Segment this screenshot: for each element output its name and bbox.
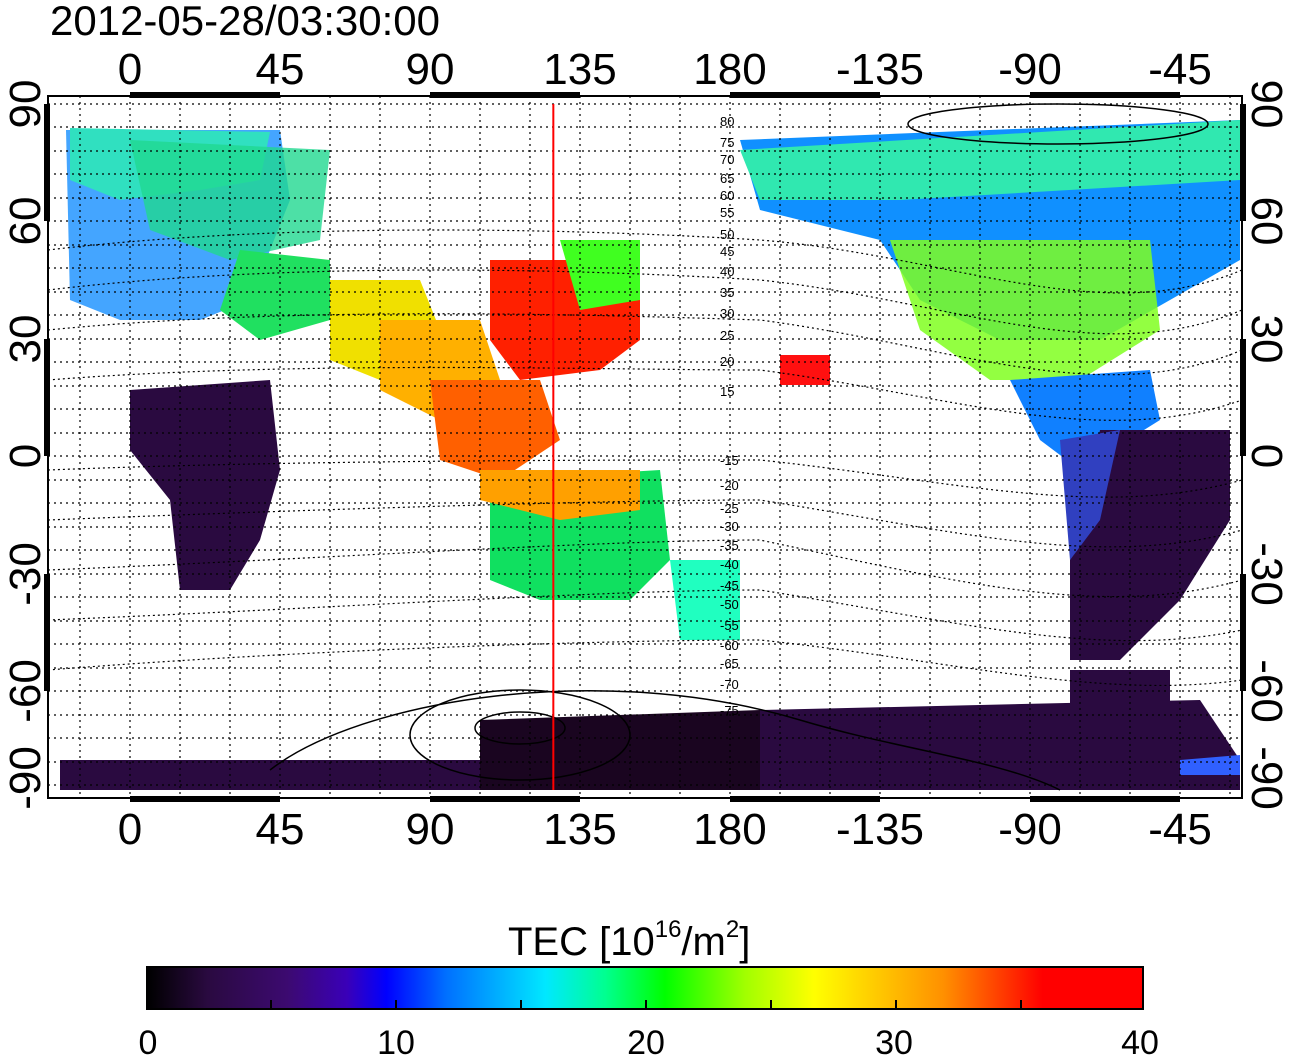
lat-tick-left: 90: [1, 79, 50, 129]
tec-patch-antarctic-south-america: [1070, 670, 1170, 710]
lat-tick-left: 60: [1, 196, 50, 246]
contour-label: 60: [720, 188, 734, 203]
contour-label: 35: [720, 285, 734, 300]
colorbar-label-prefix: TEC [10: [508, 920, 655, 964]
lon-tick-bottom: 135: [543, 805, 617, 854]
lon-tick-bottom: -45: [1148, 805, 1212, 854]
lat-tick-right: 30: [1242, 314, 1291, 364]
colorbar-label-unit: /m: [681, 920, 726, 964]
contour-labels: 80 75 70 65 60 55 50 45 40 35 30 25 20 15 -15 -20 -25 -30…: [720, 114, 739, 718]
tec-patch-mideast: [220, 250, 330, 340]
colorbar-tick: 40: [1121, 1024, 1159, 1062]
contour-label: 65: [720, 171, 734, 186]
contour-label: 40: [720, 264, 734, 279]
colorbar-tick: 0: [138, 1024, 158, 1062]
lat-tick-left: -30: [1, 542, 50, 606]
tec-patch-na-north: [740, 120, 1240, 200]
lon-tick-bottom: 90: [405, 805, 455, 854]
lat-tick-right: 0: [1242, 443, 1291, 469]
colorbar-minor-tick: [895, 1000, 897, 1010]
lon-tick-top: 135: [543, 45, 617, 94]
magnetic-pole-contours: [269, 103, 1209, 791]
contour-label: -65: [720, 656, 739, 671]
colorbar-label: TEC [1016/m2]: [508, 906, 750, 966]
lat-tick-left: -60: [1, 659, 50, 723]
contour-label: 50: [720, 227, 734, 242]
contour-label: -70: [720, 677, 739, 692]
tec-patch-se-asia: [430, 380, 560, 480]
contour-label: 55: [720, 205, 734, 220]
contour-label: 75: [720, 135, 734, 150]
colorbar-tick: 30: [875, 1024, 913, 1062]
colorbar-label-suffix: ]: [739, 920, 751, 964]
lon-tick-bottom: 45: [255, 805, 305, 854]
colorbar-label-exponent: 16: [654, 916, 682, 943]
colorbar-minor-tick: [520, 1000, 522, 1010]
lat-tick-left: 0: [1, 443, 50, 469]
tec-patch-pacific-red: [780, 355, 830, 385]
tec-patch-africa: [130, 380, 280, 590]
contour-label: -25: [720, 501, 739, 516]
frame-tick-bars: [44, 92, 1246, 802]
lon-tick-bottom: 0: [117, 805, 143, 854]
lat-tick-right: -60: [1242, 659, 1291, 723]
lat-tick-right: -30: [1242, 542, 1291, 606]
contour-label: 45: [720, 244, 734, 259]
contour-label: 30: [720, 306, 734, 321]
tec-patch-australia-north: [480, 470, 640, 520]
colorbar-minor-tick: [1020, 1000, 1022, 1010]
tec-patch-na-mid: [890, 240, 1160, 380]
colorbar-minor-tick: [770, 1000, 772, 1010]
contour-label: -15: [720, 453, 739, 468]
lon-tick-top: 90: [405, 45, 455, 94]
lon-tick-top: 45: [255, 45, 305, 94]
colorbar-tick: 20: [627, 1024, 665, 1062]
lat-tick-left: 30: [1, 314, 50, 364]
contour-label: -45: [720, 578, 739, 593]
contour-label: -50: [720, 597, 739, 612]
contour-label: 20: [720, 354, 734, 369]
contour-label: -20: [720, 478, 739, 493]
lon-tick-top: -90: [998, 45, 1062, 94]
colorbar-minor-tick: [645, 1000, 647, 1010]
graticule: [48, 96, 1242, 798]
timestamp-title: 2012-05-28/03:30:00: [50, 0, 440, 44]
tec-patch-new-zealand: [670, 560, 740, 640]
lon-tick-top: 0: [117, 45, 143, 94]
lat-tick-left: -90: [1, 746, 50, 810]
contour-label: 25: [720, 328, 734, 343]
lon-tick-top: -45: [1148, 45, 1212, 94]
lat-tick-right: 90: [1242, 79, 1291, 129]
contour-label: -60: [720, 638, 739, 653]
colorbar-minor-tick: [270, 1000, 272, 1010]
contour-label: 80: [720, 114, 734, 129]
lat-tick-right: 60: [1242, 196, 1291, 246]
lon-tick-bottom: -90: [998, 805, 1062, 854]
colorbar-tick: 10: [377, 1024, 415, 1062]
lon-tick-bottom: -135: [835, 805, 925, 854]
contour-label: -55: [720, 618, 739, 633]
tec-patch-antarctica-east: [480, 710, 760, 790]
contour-label: 70: [720, 152, 734, 167]
lon-tick-top: -135: [835, 45, 925, 94]
lon-tick-top: 180: [693, 45, 767, 94]
lon-tick-bottom: 180: [693, 805, 767, 854]
magnetic-contours: [48, 229, 1242, 687]
tec-patch-antarctic-blue: [1180, 755, 1240, 775]
contour-label: 15: [720, 384, 734, 399]
colorbar-label-exponent2: 2: [725, 916, 740, 943]
contour-label: -30: [720, 519, 739, 534]
contour-label: -75: [720, 703, 739, 718]
contour-label: -35: [720, 538, 739, 553]
colorbar-minor-tick: [395, 1000, 397, 1010]
contour-label: -40: [720, 557, 739, 572]
lat-tick-right: -90: [1242, 746, 1291, 810]
